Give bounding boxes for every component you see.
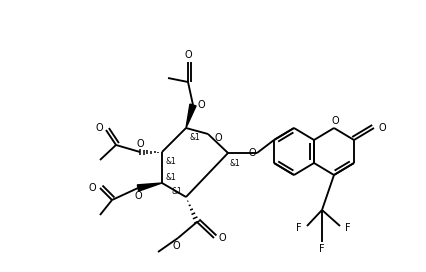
Text: &1: &1 xyxy=(190,134,200,143)
Text: F: F xyxy=(296,223,301,233)
Polygon shape xyxy=(137,183,161,191)
Text: O: O xyxy=(95,123,103,133)
Text: &1: &1 xyxy=(171,187,181,196)
Text: O: O xyxy=(248,148,255,158)
Text: &1: &1 xyxy=(166,157,176,166)
Text: O: O xyxy=(172,241,179,251)
Text: O: O xyxy=(214,133,221,143)
Text: O: O xyxy=(136,139,144,149)
Text: &1: &1 xyxy=(230,159,240,168)
Text: &1: &1 xyxy=(166,174,176,183)
Text: O: O xyxy=(331,116,338,126)
Text: O: O xyxy=(218,233,225,243)
Text: O: O xyxy=(134,191,141,201)
Text: O: O xyxy=(184,50,191,60)
Text: O: O xyxy=(197,100,204,110)
Text: O: O xyxy=(88,183,95,193)
Text: F: F xyxy=(319,244,324,254)
Text: O: O xyxy=(377,123,385,133)
Polygon shape xyxy=(186,104,196,128)
Text: F: F xyxy=(344,223,350,233)
